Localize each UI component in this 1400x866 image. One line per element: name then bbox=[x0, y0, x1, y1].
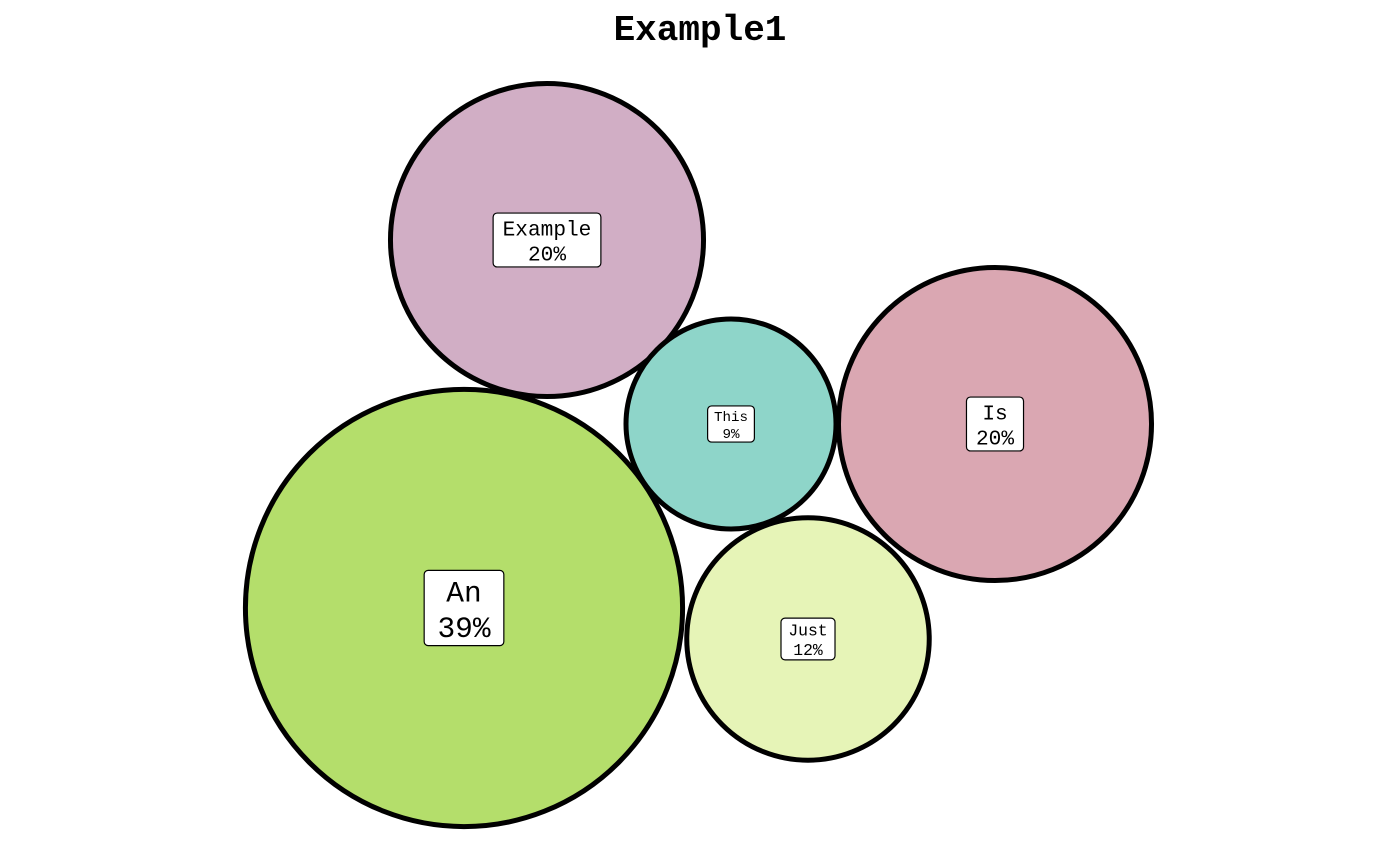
bubble-label-box-example bbox=[492, 212, 602, 268]
bubble-label-example: Example bbox=[503, 218, 592, 242]
bubble-label-an: An bbox=[446, 577, 481, 611]
bubble-label-box-is bbox=[965, 396, 1025, 452]
bubble-label-is: Is bbox=[982, 402, 1007, 426]
bubble-label-box-just bbox=[780, 617, 836, 661]
bubble-percent-is: 20% bbox=[976, 428, 1014, 452]
bubble-label-box-an bbox=[423, 569, 505, 647]
bubble-percent-just: 12% bbox=[793, 641, 823, 660]
chart-title: Example1 bbox=[614, 10, 787, 51]
bubble-percent-an: 39% bbox=[437, 612, 490, 646]
bubble-label-box-this bbox=[707, 405, 755, 443]
bubble-label-this: This bbox=[714, 410, 748, 426]
bubble-percent-example: 20% bbox=[528, 244, 566, 268]
bubble-label-just: Just bbox=[788, 621, 827, 640]
bubble-percent-this: 9% bbox=[723, 427, 740, 443]
